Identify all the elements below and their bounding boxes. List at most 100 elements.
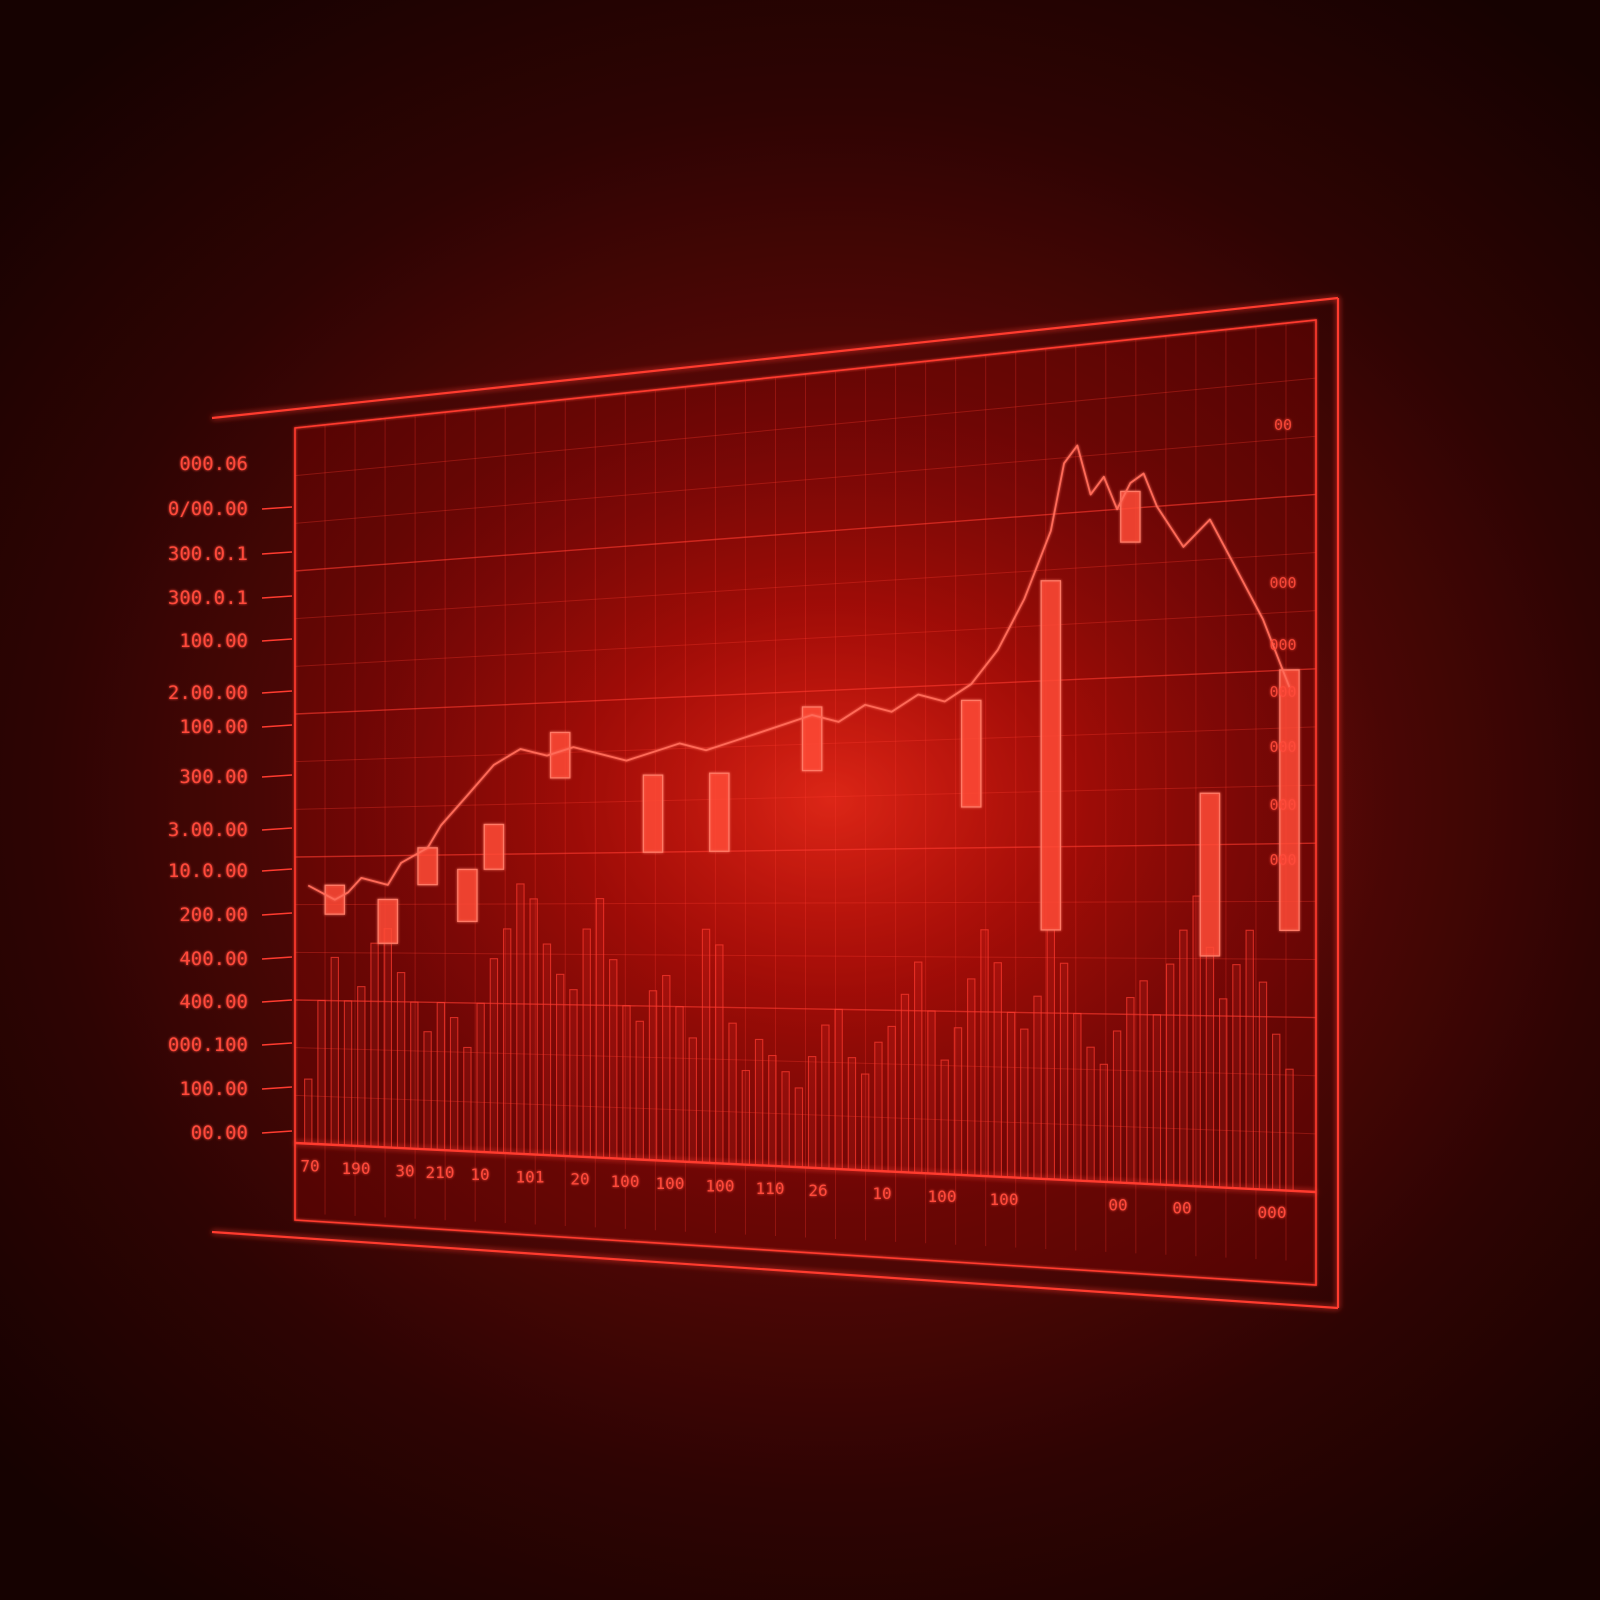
volume-bar (635, 1020, 644, 1161)
x-axis-labels: 70 190 30 210 10 101 20 100 100 100 110 26 10 100 100 0… (300, 1157, 1286, 1222)
y-tick-mark (261, 551, 293, 555)
volume-bar (423, 1031, 432, 1150)
y-tick-mark (261, 506, 293, 510)
y-axis-labels: 000.06 0/00.00 300.0.1 300.0.1 100.00 2.00.00… (168, 453, 293, 1144)
x-tick-label: 210 (426, 1163, 455, 1182)
right-axis-label: 000 (1269, 683, 1296, 701)
y-tick-label: 200.00 (179, 904, 248, 926)
volume-bar (980, 929, 989, 1177)
volume-bar (304, 1078, 313, 1145)
x-tick-label: 100 (706, 1176, 735, 1195)
volume-bar (1179, 929, 1188, 1187)
volume-bar (648, 990, 658, 1161)
volume-bar (436, 1001, 446, 1151)
right-axis-label: 000 (1269, 851, 1296, 869)
candle-body (457, 868, 478, 923)
volume-bar (993, 962, 1002, 1178)
volume-bar (317, 999, 326, 1145)
volume-bar (794, 1087, 804, 1168)
volume-bar (940, 1059, 949, 1175)
panel-frame (211, 296, 1340, 1310)
grid-line-horizontal (294, 1047, 1317, 1077)
y-tick-label: 100.00 (179, 716, 248, 738)
grid-line-horizontal (294, 999, 1317, 1019)
x-tick-label: 190 (342, 1159, 371, 1178)
candle-body (1279, 669, 1300, 932)
volume-bar (1285, 1068, 1294, 1192)
volume-bar (1073, 1012, 1082, 1182)
frame-top-edge (211, 296, 1339, 420)
x-tick-label: 00 (1108, 1195, 1127, 1214)
volume-bar (927, 1010, 936, 1175)
y-tick-mark (261, 690, 293, 694)
volume-bar (1126, 996, 1135, 1184)
grid-line-horizontal (294, 435, 1317, 524)
y-tick-label: 3.00.00 (168, 819, 248, 841)
grid-line-horizontal (294, 377, 1317, 477)
candle-body (549, 731, 571, 779)
volume-bar (662, 974, 671, 1162)
volume-bar (768, 1054, 777, 1167)
volume-bar (343, 1000, 353, 1147)
volume-bar (582, 928, 591, 1158)
volume-bar (476, 1002, 485, 1153)
volume-bar (847, 1057, 857, 1171)
right-axis-label: 000 (1269, 738, 1296, 756)
volume-bar (370, 942, 379, 1148)
x-tick-label: 00 (1172, 1199, 1191, 1218)
x-tick-label: 110 (756, 1179, 785, 1198)
grid-line-horizontal (294, 842, 1317, 858)
x-tick-label: 100 (611, 1172, 640, 1191)
volume-bar (821, 1024, 830, 1170)
volume-bar (1139, 980, 1148, 1185)
volume-bar (1205, 946, 1215, 1188)
volume-bar (1258, 981, 1268, 1191)
volume-bar (807, 1056, 817, 1169)
candle-body (801, 706, 823, 772)
volume-bar (516, 883, 525, 1155)
grid-line-horizontal (294, 493, 1317, 572)
grid-layer (294, 319, 1317, 1262)
volume-bar (953, 1027, 963, 1176)
volume-bar (900, 993, 910, 1173)
volume-bar (1099, 1063, 1109, 1183)
volume-bar (489, 958, 499, 1154)
volume-bar (914, 961, 923, 1174)
volume-bar (1033, 995, 1042, 1180)
x-tick-label: 100 (656, 1174, 685, 1193)
x-tick-label: 000 (1258, 1203, 1287, 1222)
volume-bar (1232, 964, 1241, 1189)
volume-bar (542, 943, 552, 1156)
grid-line-horizontal (294, 610, 1317, 667)
volume-bar (688, 1037, 697, 1163)
volume-bar (396, 972, 406, 1149)
candle-body (377, 898, 399, 944)
volume-bar (860, 1073, 870, 1171)
grid-line-horizontal (294, 668, 1317, 715)
x-tick-label: 10 (470, 1165, 489, 1184)
y-tick-mark (261, 724, 293, 728)
volume-bar (529, 898, 538, 1156)
y-tick-label: 300.0.1 (168, 543, 248, 565)
y-tick-mark (261, 595, 293, 599)
volume-bar (728, 1022, 737, 1165)
line-layer (307, 444, 1291, 901)
volume-bar (967, 978, 976, 1177)
volume-bar (1020, 1028, 1029, 1179)
baseline (294, 1141, 1317, 1194)
volume-bar (1245, 929, 1254, 1190)
y-tick-label: 00.00 (191, 1122, 248, 1144)
volume-bar (463, 1046, 472, 1152)
y-tick-label: 300.00 (179, 766, 248, 788)
volume-bar (595, 898, 605, 1159)
y-tick-label: 10.0.00 (168, 860, 248, 882)
y-tick-label: 400.00 (179, 991, 248, 1013)
y-tick-mark (261, 999, 293, 1003)
y-tick-mark (261, 912, 293, 916)
y-tick-label: 100.00 (179, 630, 248, 652)
volume-layer (304, 883, 1294, 1192)
y-tick-label: 0/00.00 (168, 498, 248, 520)
volume-bar (1218, 998, 1228, 1189)
candle-body (709, 772, 730, 852)
